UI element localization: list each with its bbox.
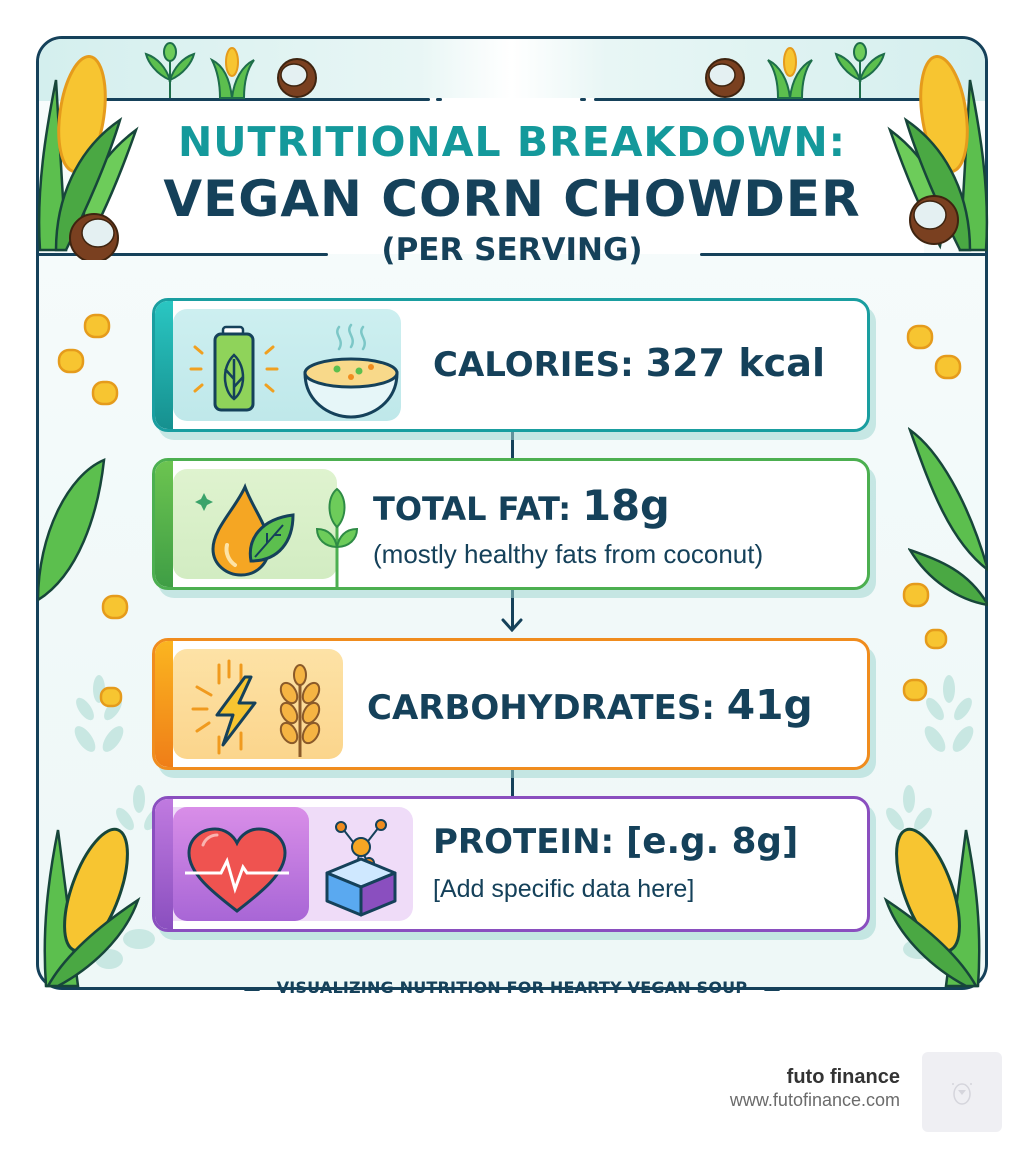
coconut-top-right-icon [705, 58, 745, 98]
card-carbohydrates: CARBOHYDRATES: 41g [152, 638, 870, 770]
oil-drop-leaf-icon [195, 483, 295, 577]
corn-kernels-right-lower-decoration [902, 582, 948, 702]
heart-pulse-icon [185, 827, 289, 913]
connector-line [511, 432, 514, 460]
title-vegan-corn-chowder: VEGAN CORN CHOWDER [163, 170, 861, 228]
sprout-icon [315, 487, 359, 587]
connector-line [511, 590, 514, 630]
protein-subtext: [Add specific data here] [433, 875, 695, 903]
card-accent [155, 799, 173, 929]
corn-cob-top-left-icon [37, 54, 139, 260]
protein-value: [e.g. 8g] [625, 821, 799, 862]
card-calories: CALORIES: 327 kcal [152, 298, 870, 432]
header-band [100, 98, 924, 254]
wheat-icon [279, 664, 321, 757]
brand-url[interactable]: www.futofinance.com [729, 1090, 900, 1110]
header-bottom-rule-left [38, 253, 328, 256]
corn-plants-top-left-icon [144, 42, 255, 99]
carbohydrates-label-text: CARBOHYDRATES: [367, 688, 715, 728]
protein-label: PROTEIN: [e.g. 8g] [433, 821, 798, 862]
card-accent [155, 461, 173, 587]
carbohydrates-value: 41g [726, 681, 813, 729]
protein-label-text: PROTEIN: [433, 822, 615, 862]
header-top-rule-left [100, 98, 430, 101]
footer-tagline: VISUALIZING NUTRITION FOR HEARTY VEGAN S… [276, 978, 748, 997]
calories-value: 327 kcal [645, 341, 825, 385]
brand-logo [922, 1052, 1002, 1132]
molecule-cube-icon [325, 819, 397, 917]
footer-rule-right [764, 988, 780, 991]
arrow-down-icon [501, 618, 523, 632]
total-fat-subtext: (mostly healthy fats from coconut) [373, 539, 764, 569]
corn-kernels-left-lower-decoration [99, 594, 129, 708]
card-accent [155, 301, 173, 429]
rule-dot [436, 98, 442, 101]
rule-dot [580, 98, 586, 101]
calories-label: CALORIES: 327 kcal [433, 341, 825, 385]
calories-label-text: CALORIES: [433, 345, 634, 385]
carbohydrates-label: CARBOHYDRATES: 41g [367, 681, 813, 729]
sky-background [39, 39, 985, 101]
card-total-fat: TOTAL FAT: 18g (mostly healthy fats from… [152, 458, 870, 590]
bear-logo-icon [952, 1083, 972, 1105]
corn-cob-bottom-right-icon [883, 827, 981, 988]
leaf-left-icon [38, 458, 106, 602]
corn-kernels-left-decoration [57, 313, 119, 406]
corn-kernels-right-decoration [906, 324, 962, 380]
corn-cob-top-right-icon [887, 54, 989, 252]
connector-line [511, 770, 514, 798]
soup-bowl-icon [303, 323, 399, 419]
footer-rule-left [244, 988, 260, 991]
wheat-sprigs-left-decoration [74, 675, 162, 969]
leaf-right-icon [908, 427, 988, 607]
corn-plants-top-right-icon [767, 42, 886, 99]
header-top-rule-right [594, 98, 924, 101]
total-fat-value: 18g [582, 481, 670, 530]
title-nutritional-breakdown: NUTRITIONAL BREAKDOWN: [177, 118, 847, 166]
battery-leaf-icon [189, 325, 279, 412]
corn-cob-bottom-left-icon [43, 827, 141, 988]
header-bottom-rule-right [700, 253, 986, 256]
title-per-serving: (PER SERVING) [381, 232, 643, 268]
coconut-top-left-icon [277, 58, 317, 98]
lightning-bolt-icon [191, 659, 257, 755]
total-fat-label-text: TOTAL FAT: [373, 490, 572, 528]
total-fat-label: TOTAL FAT: 18g [373, 481, 670, 530]
card-protein: PROTEIN: [e.g. 8g] [Add specific data he… [152, 796, 870, 932]
brand-name: futo finance [786, 1066, 900, 1088]
card-accent [155, 641, 173, 767]
